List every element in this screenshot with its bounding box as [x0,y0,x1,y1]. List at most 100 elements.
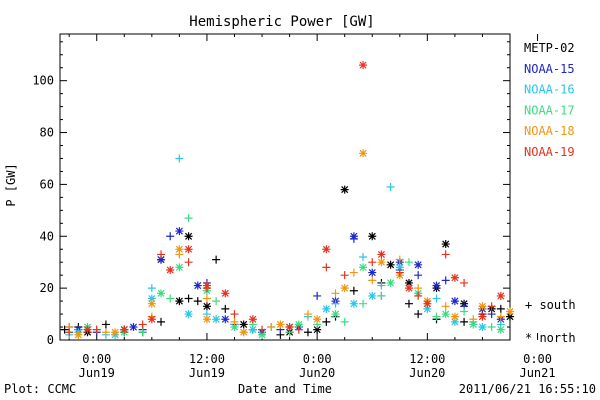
noaa-17-south-point [340,317,349,326]
noaa-17-south-point [359,299,368,308]
noaa-15-south-point [414,271,423,280]
noaa-19-north-point [423,299,432,308]
noaa-16-north-point [147,294,156,303]
noaa-15-north-point [129,323,138,332]
noaa-16-north-point [478,323,487,332]
noaa-18-south-point [368,276,377,285]
metp-02-south-point [184,294,193,303]
noaa-18-north-point [74,330,83,339]
noaa-19-north-point [496,291,505,300]
noaa-16-north-point [248,325,257,334]
noaa-19-south-point [294,325,303,334]
noaa-16-south-point [377,281,386,290]
noaa-16-north-point [212,315,221,324]
noaa-17-south-point [432,312,441,321]
noaa-17-south-point [212,297,221,306]
noaa-18-north-point [506,307,514,316]
x-tick-date-label: Jun19 [189,366,225,380]
noaa-16-north-point [349,299,358,308]
metp-02-north-point [404,278,413,287]
noaa-15-north-point [349,232,358,241]
noaa-18-south-point [331,289,340,298]
metp-02-south-point [212,255,221,264]
noaa-18-south-point [414,284,423,293]
noaa-19-north-point [450,273,459,282]
noaa-18-north-point [359,149,368,158]
noaa-16-north-point [322,304,331,313]
metp-02-south-point [101,320,110,329]
y-axis-label: P [GW] [4,163,18,206]
metp-02-north-point [441,240,450,249]
noaa-19-south-point [441,250,450,259]
noaa-17-north-point [359,263,368,272]
noaa-16-north-point [450,317,459,326]
x-tick-time-label: 12:00 [189,352,225,366]
y-tick-label: 60 [40,177,54,191]
x-tick-time-label: 0:00 [82,352,111,366]
noaa-17-north-point [496,325,505,334]
x-tick-date-label: Jun20 [409,366,445,380]
footer-timestamp: 2011/06/21 16:55:10 [459,382,596,396]
noaa-19-south-point [460,278,469,287]
metp-02-north-point [239,320,248,329]
noaa-18-north-point [111,328,120,337]
noaa-16-south-point [175,154,184,163]
metp-02-north-point [386,260,395,269]
noaa-15-south-point [441,276,450,285]
metp-02-north-point [175,297,184,306]
x-axis-label: Date and Time [238,382,332,396]
noaa-18-north-point [377,258,386,267]
noaa-16-south-point [147,284,156,293]
noaa-18-north-point [202,315,211,324]
noaa-17-south-point [460,307,469,316]
noaa-17-south-point [184,214,193,223]
noaa-19-south-point [230,310,239,319]
noaa-19-south-point [92,325,101,334]
metp-02-north-point [184,232,193,241]
noaa-15-north-point [175,227,184,236]
noaa-17-north-point [331,310,340,319]
noaa-18-north-point [175,245,184,254]
noaa-19-south-point [184,258,193,267]
noaa-18-south-point [496,312,505,321]
noaa-19-south-point [414,291,423,300]
chart-title: Hemispheric Power [GW] [189,14,374,30]
noaa-18-south-point [349,268,358,277]
noaa-18-north-point [147,299,156,308]
noaa-19-south-point [487,302,496,311]
noaa-16-north-point [368,291,377,300]
noaa-17-south-point [404,258,413,267]
x-tick-time-label: 0:00 [303,352,332,366]
noaa-15-north-point [157,255,166,264]
noaa-18-north-point [276,320,285,329]
noaa-17-south-point [138,328,147,337]
noaa-15-north-point [221,315,230,324]
noaa-19-south-point [368,258,377,267]
metp-02-north-point [340,185,349,194]
metp-02-north-point [202,302,211,311]
noaa-19-north-point [166,265,175,274]
noaa-18-south-point [202,294,211,303]
footer-plot-credit: Plot: CCMC [4,382,76,396]
noaa-15-south-point [313,291,322,300]
noaa-15-north-point [193,281,202,290]
noaa-17-north-point [157,289,166,298]
legend-entry-metp-02: METP-02 [524,41,575,55]
x-tick-date-label: Jun21 [519,366,555,380]
noaa-19-south-point [395,268,404,277]
metp-02-south-point [157,317,166,326]
noaa-19-north-point [221,289,230,298]
noaa-19-north-point [404,284,413,293]
x-tick-time-label: 0:00 [523,352,552,366]
noaa-19-north-point [478,312,487,321]
noaa-17-north-point [441,310,450,319]
legend-entry-noaa-19: NOAA-19 [524,145,575,159]
metp-02-south-point [460,317,469,326]
x-tick-date-label: Jun20 [299,366,335,380]
noaa-17-south-point [487,323,496,332]
noaa-17-south-point [166,294,175,303]
noaa-16-north-point [184,310,193,319]
noaa-19-north-point [83,325,92,334]
metp-02-north-point [313,325,322,334]
